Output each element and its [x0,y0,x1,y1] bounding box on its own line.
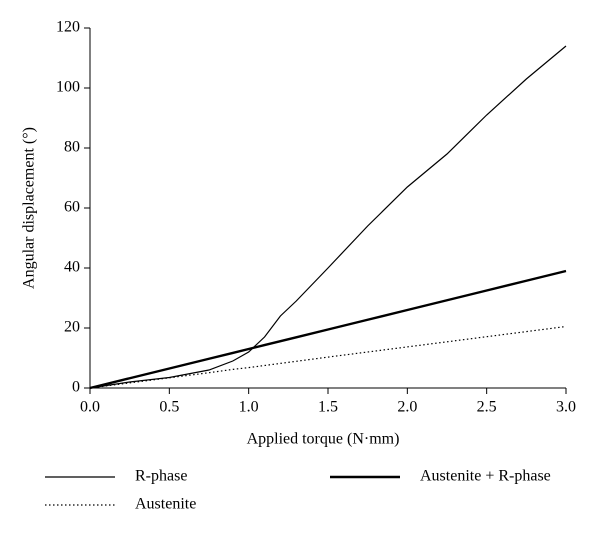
y-axis-label: Angular displacement (°) [21,127,38,289]
y-tick-label: 120 [56,19,80,36]
legend-label: R-phase [135,468,187,485]
x-tick-label: 1.5 [318,399,338,416]
x-tick-label: 2.5 [477,399,497,416]
y-tick-label: 60 [64,199,80,216]
x-tick-label: 3.0 [556,399,576,416]
y-tick-label: 80 [64,139,80,156]
y-tick-label: 0 [72,379,80,396]
y-tick-label: 20 [64,319,80,336]
data-line [89,269,567,390]
data-line [89,45,567,389]
legend-label: Austenite + R-phase [420,468,551,485]
x-tick-label: 2.0 [397,399,417,416]
y-tick-label: 40 [64,259,80,276]
x-axis-label: Applied torque (N·mm) [247,431,400,448]
legend-label: Austenite [135,496,196,513]
y-tick-label: 100 [56,79,80,96]
x-tick-label: 0.5 [159,399,179,416]
x-tick-label: 1.0 [239,399,259,416]
x-tick-label: 0.0 [80,399,100,416]
